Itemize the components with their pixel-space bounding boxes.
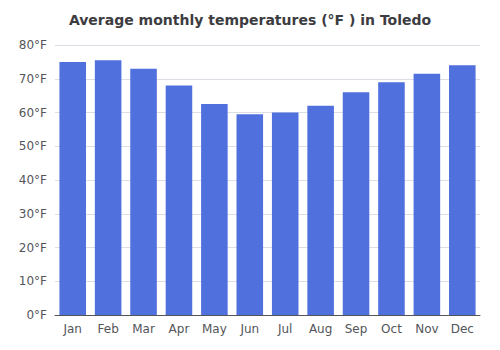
svg-text:Jan: Jan	[62, 322, 82, 336]
svg-text:80°F: 80°F	[19, 38, 47, 52]
svg-text:Mar: Mar	[132, 322, 155, 336]
svg-text:Apr: Apr	[169, 322, 190, 336]
svg-text:Average monthly temperatures (: Average monthly temperatures (°F ) in To…	[69, 12, 432, 28]
svg-text:Nov: Nov	[415, 322, 438, 336]
svg-text:20°F: 20°F	[19, 241, 47, 255]
svg-text:Aug: Aug	[309, 322, 332, 336]
svg-text:70°F: 70°F	[19, 72, 47, 86]
svg-text:60°F: 60°F	[19, 106, 47, 120]
svg-text:30°F: 30°F	[19, 207, 47, 221]
svg-text:50°F: 50°F	[19, 139, 47, 153]
svg-text:May: May	[202, 322, 227, 336]
svg-text:Dec: Dec	[451, 322, 474, 336]
svg-text:Sep: Sep	[345, 322, 368, 336]
svg-text:Oct: Oct	[381, 322, 402, 336]
svg-text:10°F: 10°F	[19, 274, 47, 288]
svg-text:Jun: Jun	[239, 322, 259, 336]
svg-text:0°F: 0°F	[26, 308, 47, 322]
svg-text:Feb: Feb	[98, 322, 119, 336]
svg-text:40°F: 40°F	[19, 173, 47, 187]
svg-text:Jul: Jul	[277, 322, 292, 336]
